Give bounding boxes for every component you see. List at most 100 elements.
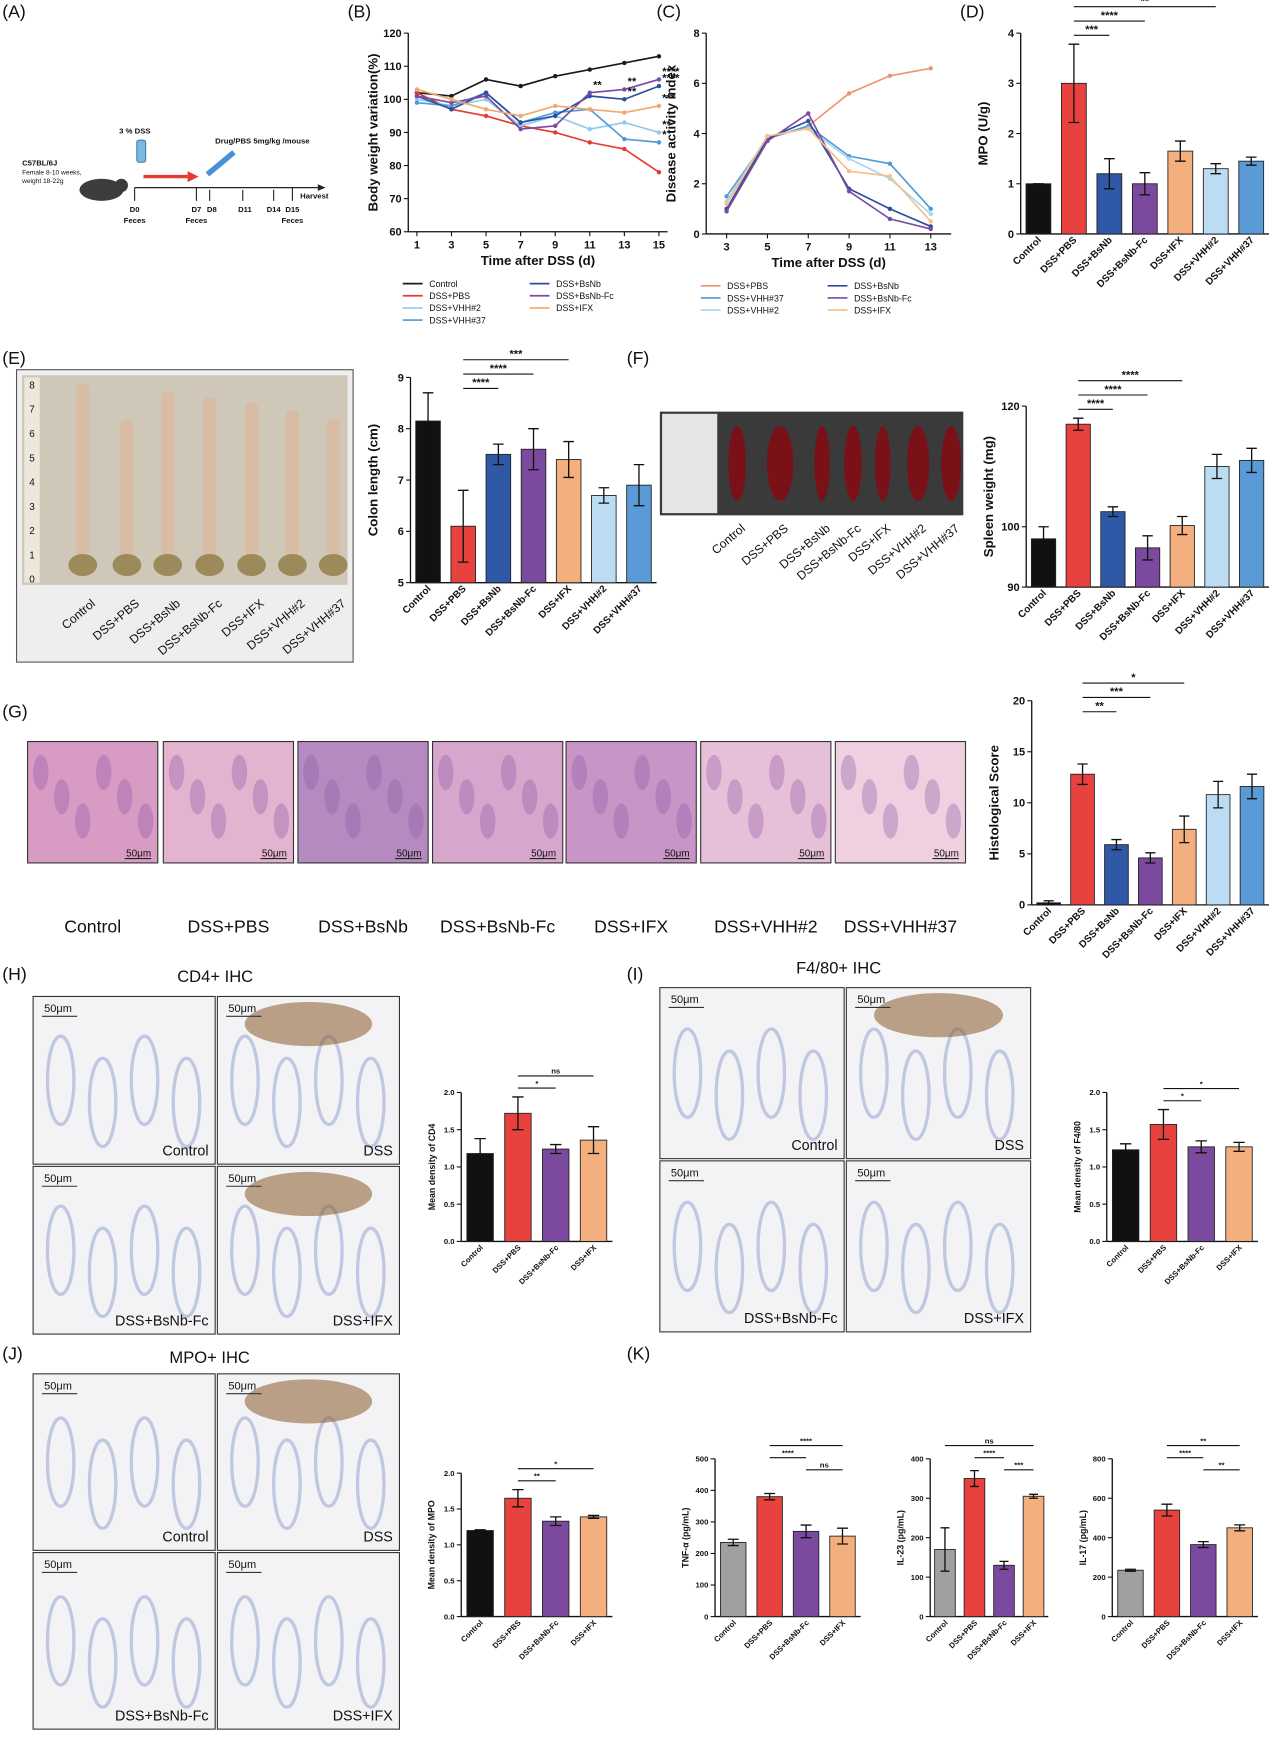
y-tick-label: 80 — [389, 160, 401, 172]
data-point — [656, 169, 662, 175]
significance-label: *** — [1014, 1461, 1023, 1470]
x-tick-label: 11 — [584, 239, 596, 251]
legend-label: DSS+PBS — [727, 281, 768, 291]
mouse-head — [114, 178, 128, 193]
crypt — [324, 779, 340, 815]
bar — [1149, 1124, 1178, 1242]
histology-image — [565, 741, 697, 864]
y-tick-label: 1.0 — [1089, 1163, 1100, 1172]
colon — [244, 402, 259, 558]
bar — [1022, 1495, 1045, 1618]
crypt — [903, 754, 920, 791]
error-bar — [587, 1514, 600, 1519]
bar — [829, 1535, 856, 1618]
scale-bar-label: 50μm — [228, 1380, 256, 1392]
label: D11 — [238, 205, 252, 214]
series-line — [416, 88, 660, 117]
bar — [591, 494, 617, 584]
error-bar — [563, 440, 574, 479]
stain — [244, 1171, 373, 1217]
bar — [1138, 857, 1163, 906]
scale-bar-label: 50μm — [665, 848, 690, 859]
data-point — [587, 107, 592, 112]
bar — [520, 448, 547, 584]
stain — [244, 1001, 373, 1047]
legend-label: DSS+VHH#37 — [429, 315, 486, 325]
colon — [285, 410, 300, 558]
label: Feces — [281, 216, 303, 225]
crypt — [355, 1056, 386, 1149]
label: DSS+PBS — [187, 916, 269, 936]
scale-bar-label: 50μm — [262, 848, 287, 859]
label: DSS+VHH#37 — [844, 916, 957, 936]
y-tick-label: 1.0 — [444, 1163, 455, 1172]
legend-label: DSS+BsNb-Fc — [854, 293, 912, 303]
data-point — [483, 93, 489, 99]
bar — [504, 1112, 532, 1242]
y-tick-label: 300 — [911, 1494, 924, 1503]
y-tick-label: 200 — [1093, 1573, 1106, 1582]
timeline-head — [317, 184, 326, 191]
significance-label: * — [1181, 1092, 1184, 1101]
x-tick-label: 5 — [764, 242, 770, 254]
significance-label: ns — [820, 1461, 829, 1470]
significance-label: **** — [1087, 398, 1105, 410]
crypt — [129, 1034, 160, 1127]
scale-bar-label: 50μm — [228, 1559, 256, 1571]
colon — [120, 419, 134, 558]
error-bar — [598, 487, 610, 504]
bar — [1190, 1544, 1217, 1618]
x-tick-label: 15 — [653, 239, 665, 251]
crypt — [210, 803, 227, 839]
data-point — [622, 97, 627, 102]
cecum — [278, 553, 307, 577]
ruler-digit: 6 — [29, 429, 35, 440]
label: DSS+BsNb — [318, 916, 408, 936]
ruler-digit: 5 — [29, 453, 35, 464]
ihc-title: CD4+ IHC — [177, 967, 253, 986]
data-point — [414, 93, 420, 99]
data-point — [518, 126, 523, 132]
error-bar — [474, 1137, 486, 1170]
bar — [756, 1496, 783, 1618]
cecum — [237, 553, 266, 577]
y-tick-label: 0 — [919, 1612, 923, 1621]
ihc-label: Control — [791, 1138, 837, 1154]
y-tick-label: 60 — [389, 227, 401, 239]
histology-image — [162, 741, 295, 864]
y-tick-label: 200 — [911, 1533, 924, 1542]
data-point — [724, 201, 729, 207]
crypt — [542, 803, 559, 839]
y-axis-label: Spleen weight (mg) — [981, 436, 996, 557]
crypt — [129, 1595, 160, 1687]
ruler — [24, 377, 40, 583]
label: 3 % DSS — [119, 127, 150, 136]
crypt — [748, 803, 764, 839]
data-point — [724, 209, 729, 214]
data-point — [928, 226, 933, 232]
panel-label: (H) — [2, 964, 27, 984]
crypt — [756, 1200, 787, 1293]
crypt — [790, 779, 806, 815]
error-bar — [1179, 815, 1190, 844]
x-tick-label: 7 — [518, 239, 524, 251]
syringe — [205, 150, 236, 177]
data-point — [587, 140, 592, 145]
crypt — [116, 779, 133, 815]
bar — [504, 1497, 532, 1618]
bar — [1025, 183, 1052, 235]
cecum — [153, 553, 183, 577]
y-tick-label: 1.5 — [444, 1505, 455, 1514]
error-bar — [1210, 163, 1222, 175]
data-point — [887, 206, 893, 212]
crypt — [840, 754, 857, 791]
y-tick-label: 4 — [1008, 28, 1015, 40]
crypt — [571, 754, 588, 791]
colon — [203, 397, 217, 558]
bar — [1169, 525, 1195, 588]
crypt — [171, 1056, 202, 1149]
error-bar — [587, 1126, 600, 1155]
y-tick-label: 1.5 — [1089, 1125, 1100, 1134]
crypt — [87, 1226, 118, 1319]
